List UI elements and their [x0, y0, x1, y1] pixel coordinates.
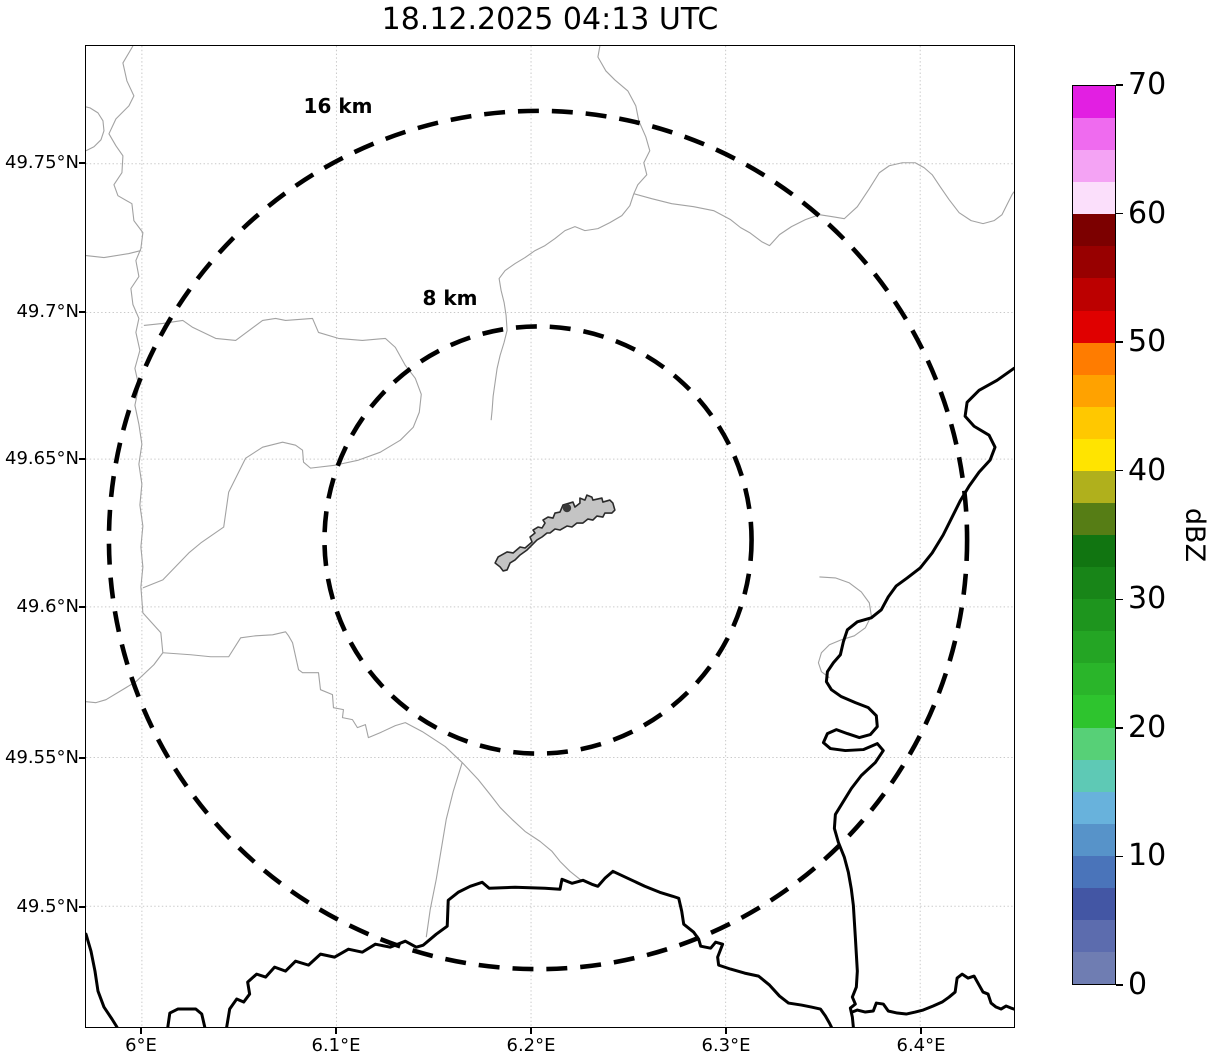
colorbar-tick-label: 20	[1128, 709, 1167, 745]
colorbar-segment	[1073, 887, 1115, 921]
range-ring-label-16km: 16 km	[303, 94, 373, 118]
admin-and-river-lines	[86, 46, 1014, 938]
boundary-northeast	[633, 162, 1014, 247]
colorbar-segment	[1073, 470, 1115, 504]
colorbar-tick-label: 60	[1128, 195, 1167, 231]
colorbar-segment	[1073, 86, 1115, 119]
x-tick-label: 6.2°E	[506, 1035, 556, 1056]
radar-range-rings	[106, 108, 970, 972]
colorbar-segment	[1073, 278, 1115, 311]
y-tick-label: 49.55°N	[5, 747, 79, 769]
colorbar-segment	[1073, 150, 1115, 183]
colorbar-segment	[1073, 406, 1115, 439]
y-tick-mark	[79, 757, 85, 759]
stream-west-meander	[86, 46, 164, 704]
y-tick-mark	[79, 906, 85, 908]
x-tick-label: 6°E	[125, 1035, 157, 1056]
border-south	[225, 869, 833, 1027]
y-tick-mark	[79, 606, 85, 608]
y-tick-label: 49.6°N	[16, 596, 79, 618]
colorbar-tick-label: 50	[1128, 323, 1167, 359]
x-tick-mark	[530, 1028, 532, 1034]
y-tick-label: 49.5°N	[16, 896, 79, 918]
range-ring-16km	[106, 108, 970, 972]
colorbar-tick-mark	[1116, 212, 1123, 215]
airport-area	[494, 494, 616, 572]
airport-outline	[494, 494, 616, 572]
range-ring-label-8km: 8 km	[422, 286, 478, 310]
colorbar-segment	[1073, 503, 1115, 536]
river-moselle	[821, 366, 1014, 1027]
colorbar-segment	[1073, 855, 1115, 888]
colorbar-segment	[1073, 567, 1115, 600]
x-tick-mark	[725, 1028, 727, 1034]
stream-central	[162, 631, 598, 886]
border-south-bump	[166, 1007, 207, 1027]
gridlines	[86, 46, 1014, 1027]
colorbar-tick-mark	[1116, 855, 1123, 858]
colorbar-tick-label: 10	[1128, 838, 1167, 874]
stream-west-horizontal	[143, 317, 422, 466]
y-tick-label: 49.7°N	[16, 301, 79, 323]
colorbar-segment	[1073, 310, 1115, 343]
y-tick-mark	[79, 162, 85, 164]
colorbar-tick-mark	[1116, 470, 1123, 472]
colorbar-segment	[1073, 952, 1115, 985]
colorbar-axis-label: dBZ	[1179, 507, 1207, 563]
stream-central-branch	[425, 762, 463, 938]
stream-west-zigzag	[142, 441, 336, 589]
x-tick-mark	[140, 1028, 142, 1034]
colorbar-tick-mark	[1116, 984, 1123, 986]
colorbar-segment	[1073, 663, 1115, 696]
airport-marker-dot	[562, 503, 572, 513]
colorbar-segment	[1073, 214, 1115, 247]
range-ring-8km	[322, 324, 754, 756]
colorbar-segment	[1073, 920, 1115, 953]
colorbar-segment	[1073, 342, 1115, 375]
colorbar-segment	[1073, 599, 1115, 632]
colorbar-tick-label: 30	[1128, 581, 1167, 617]
colorbar	[1072, 85, 1116, 985]
colorbar-tick-mark	[1116, 727, 1123, 729]
colorbar-segment	[1073, 759, 1115, 792]
y-tick-mark	[79, 458, 85, 460]
colorbar-tick-label: 70	[1128, 66, 1167, 102]
colorbar-segment	[1073, 246, 1115, 279]
colorbar-tick-mark	[1116, 598, 1123, 600]
map-canvas	[86, 46, 1014, 1027]
x-tick-label: 6.3°E	[701, 1035, 751, 1056]
colorbar-tick-label: 40	[1128, 452, 1167, 488]
country-border-lines	[86, 366, 1014, 1027]
border-southwest-corner	[86, 932, 119, 1027]
y-tick-mark	[79, 311, 85, 313]
colorbar-segment	[1073, 118, 1115, 151]
colorbar-tick-mark	[1116, 341, 1123, 343]
x-tick-mark	[335, 1028, 337, 1034]
colorbar-tick-label: 0	[1128, 966, 1148, 1002]
border-southeast	[850, 972, 1014, 1016]
colorbar-segment	[1073, 438, 1115, 471]
x-tick-label: 6.4°E	[896, 1035, 946, 1056]
boundary-southeast-blob	[817, 576, 872, 679]
map-plot-area	[85, 45, 1015, 1028]
x-tick-label: 6.1°E	[311, 1035, 361, 1056]
colorbar-segment	[1073, 823, 1115, 856]
colorbar-tick-mark	[1116, 84, 1123, 86]
stream-northwest-arc	[86, 106, 105, 152]
colorbar-segment	[1073, 374, 1115, 407]
plot-title: 18.12.2025 04:13 UTC	[381, 2, 719, 37]
colorbar-segment	[1073, 727, 1115, 760]
colorbar-segment	[1073, 695, 1115, 728]
colorbar-segment	[1073, 791, 1115, 824]
y-tick-label: 49.65°N	[5, 448, 79, 470]
colorbar-segment	[1073, 182, 1115, 215]
x-tick-mark	[920, 1028, 922, 1034]
stream-west-fork	[86, 250, 142, 259]
y-tick-label: 49.75°N	[5, 152, 79, 174]
colorbar-segment	[1073, 631, 1115, 664]
colorbar-segment	[1073, 535, 1115, 568]
stream-north-south-branch	[490, 193, 635, 421]
